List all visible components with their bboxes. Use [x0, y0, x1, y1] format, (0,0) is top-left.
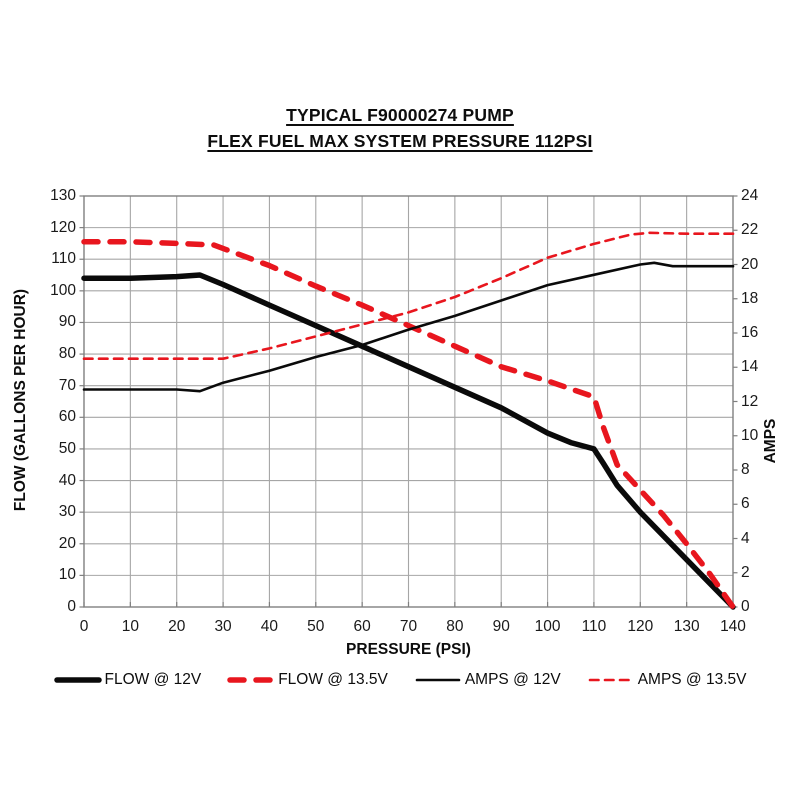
x-tick-label: 80 [446, 618, 464, 635]
left-tick-label: 70 [58, 376, 76, 394]
x-tick-label: 10 [121, 618, 139, 635]
right-tick-label: 18 [741, 289, 759, 307]
legend-item-flow-13-5v: FLOW @ 13.5V [227, 671, 388, 689]
right-tick-label: 20 [741, 255, 759, 273]
x-tick-label: 100 [534, 618, 561, 635]
series-line-amps-12v [82, 261, 735, 393]
right-axis-title: AMPS [762, 418, 779, 464]
legend-swatch-flow-13-5v [227, 677, 275, 683]
left-tick-label: 100 [50, 281, 76, 299]
left-tick-label: 110 [51, 250, 76, 268]
x-tick-label: 40 [260, 618, 279, 635]
right-tick-label: 2 [741, 563, 750, 581]
legend-label: FLOW @ 12V [104, 671, 202, 688]
chart-title-line1: TYPICAL F90000274 PUMP [286, 105, 514, 125]
left-tick-label: 80 [58, 345, 76, 363]
left-tick-label: 130 [50, 187, 76, 204]
x-tick-label: 130 [673, 618, 700, 635]
right-tick-label: 6 [741, 495, 750, 513]
left-tick-label: 20 [58, 534, 76, 552]
legend-label: AMPS @ 13.5V [637, 671, 747, 688]
legend-swatch-amps-12v [415, 678, 461, 682]
legend-item-flow-12v: FLOW @ 12V [53, 671, 202, 689]
x-axis-title: PRESSURE (PSI) [346, 641, 471, 658]
chart-title: TYPICAL F90000274 PUMP FLEX FUEL MAX SYS… [0, 102, 800, 154]
x-tick-label: 90 [492, 618, 510, 635]
right-tick-label: 12 [741, 392, 759, 410]
legend-label: FLOW @ 13.5V [278, 671, 388, 688]
right-tick-label: 8 [741, 461, 750, 478]
x-tick-label: 70 [399, 618, 418, 635]
x-tick-label: 140 [720, 618, 746, 635]
series-line-amps-13-5v [82, 231, 735, 361]
right-tick-label: 24 [741, 187, 759, 204]
legend-swatch-flow-12v [53, 677, 102, 683]
legend-item-amps-13-5v: AMPS @ 13.5V [587, 671, 747, 689]
legend-label: AMPS @ 12V [464, 671, 561, 688]
left-axis-title: FLOW (GALLONS PER HOUR) [12, 288, 29, 512]
chart-legend: FLOW @ 12V FLOW @ 13.5V AMPS @ 12V AMPS @ 1… [0, 663, 800, 697]
right-tick-label: 10 [741, 426, 759, 444]
x-tick-label: 50 [307, 618, 325, 635]
right-tick-label: 22 [741, 221, 759, 239]
x-tick-label: 60 [353, 618, 371, 635]
x-tick-label: 120 [627, 618, 654, 635]
left-tick-label: 40 [58, 471, 76, 489]
x-tick-label: 0 [79, 618, 89, 635]
left-tick-label: 120 [50, 218, 76, 236]
chart-title-line2: FLEX FUEL MAX SYSTEM PRESSURE 112PSI [207, 131, 593, 151]
right-tick-label: 16 [741, 324, 759, 341]
right-tick-label: 14 [741, 358, 759, 376]
x-tick-label: 30 [214, 618, 232, 635]
left-tick-label: 90 [58, 313, 76, 331]
right-tick-label: 4 [741, 529, 750, 547]
series-line-flow-13-5v [81, 239, 736, 610]
left-tick-label: 60 [58, 408, 76, 426]
legend-item-amps-12v: AMPS @ 12V [414, 671, 561, 689]
left-tick-label: 30 [58, 503, 76, 521]
series-line-flow-12v [81, 272, 736, 610]
right-tick-label: 0 [741, 598, 750, 615]
x-tick-label: 20 [168, 618, 186, 635]
left-tick-label: 0 [67, 598, 76, 615]
left-tick-label: 50 [58, 439, 76, 457]
x-tick-label: 110 [581, 618, 607, 635]
left-tick-label: 10 [58, 566, 76, 584]
legend-swatch-amps-13-5v [588, 678, 634, 682]
plot-border [83, 195, 734, 608]
